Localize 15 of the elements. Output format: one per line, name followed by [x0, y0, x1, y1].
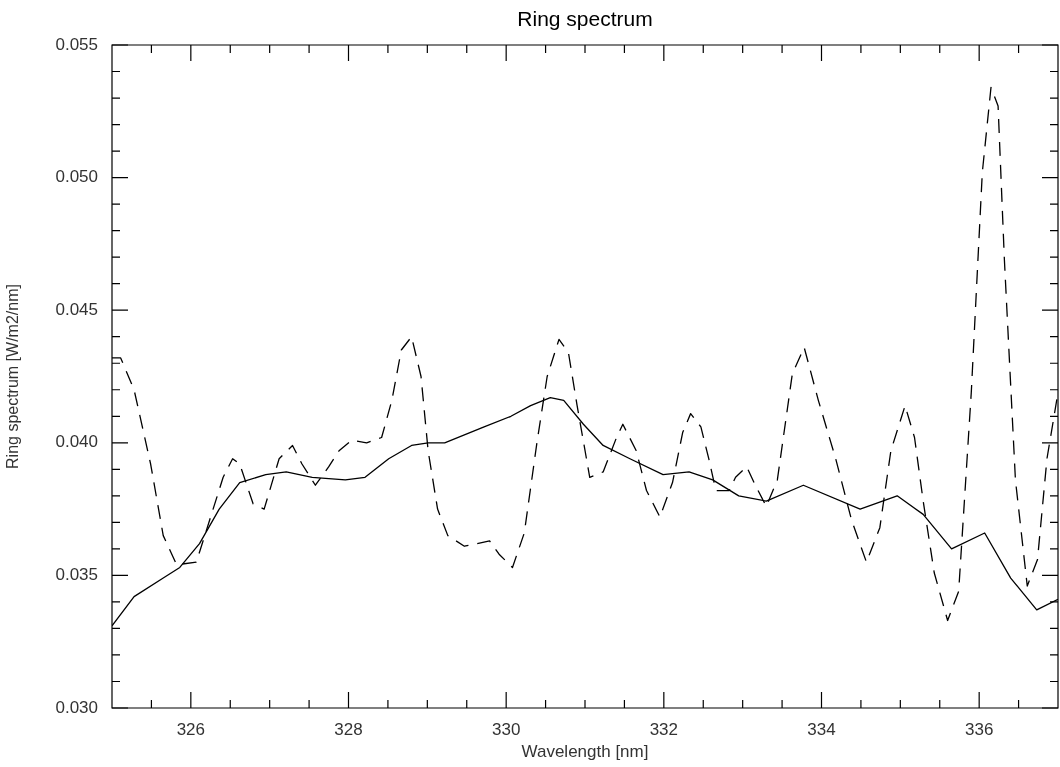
y-tick-label: 0.040 — [55, 432, 98, 452]
y-axis-title: Ring spectrum [W/m2/nm] — [4, 284, 22, 469]
y-tick-label: 0.045 — [55, 299, 98, 319]
x-tick-label: 336 — [964, 719, 994, 739]
x-tick-label: 332 — [649, 719, 679, 739]
x-axis-title: Wavelength [nm] — [521, 742, 649, 762]
y-tick-label: 0.030 — [55, 697, 98, 717]
x-tick-label: 334 — [807, 719, 836, 739]
x-tick-label: 330 — [491, 719, 521, 739]
chart-title: Ring spectrum — [517, 6, 653, 30]
y-tick-label: 0.055 — [55, 34, 98, 54]
x-tick-label: 328 — [334, 719, 363, 739]
y-tick-label: 0.035 — [55, 565, 98, 585]
x-tick-label: 326 — [176, 719, 206, 739]
y-tick-label: 0.050 — [55, 167, 98, 187]
